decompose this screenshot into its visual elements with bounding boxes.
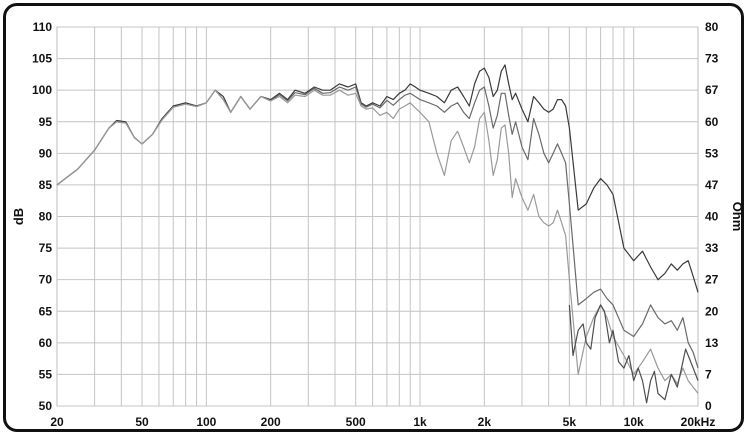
tick-labels: 20 50 100 200 500 1k 2k 5k 10k 20kHz1101051009590…: [32, 20, 719, 429]
x-tick-label: 10k: [624, 415, 644, 429]
y2-tick-label: 27: [705, 273, 719, 287]
y-tick-label: 105: [32, 52, 52, 66]
y-tick-label: 95: [39, 115, 53, 129]
x-tick-label: 100: [196, 415, 216, 429]
y-tick-label: 75: [39, 241, 53, 255]
y-tick-label: 55: [39, 367, 53, 381]
x-tick-label: 1k: [413, 415, 427, 429]
x-tick-label: 20kHz: [681, 415, 716, 429]
y2-axis-label: Ohm: [730, 202, 745, 232]
y-tick-label: 80: [39, 210, 53, 224]
grid: [56, 26, 699, 407]
x-tick-label: 5k: [563, 415, 577, 429]
y-tick-label: 90: [39, 146, 53, 160]
y2-tick-label: 67: [705, 83, 719, 97]
x-tick-label: 200: [261, 415, 281, 429]
y-tick-label: 100: [32, 83, 52, 97]
x-tick-label: 2k: [478, 415, 492, 429]
y-axis-label: dB: [11, 208, 26, 225]
y2-tick-label: 40: [705, 210, 719, 224]
y2-tick-label: 73: [705, 52, 719, 66]
series-line-4: [568, 304, 699, 404]
x-tick-label: 20: [50, 415, 64, 429]
y-tick-label: 65: [39, 304, 53, 318]
y2-tick-label: 53: [705, 146, 719, 160]
y2-tick-label: 80: [705, 20, 719, 34]
series-group: [56, 64, 699, 404]
y2-tick-label: 13: [705, 336, 719, 350]
series-line-3: [56, 89, 699, 394]
x-tick-label: 50: [135, 415, 149, 429]
y2-tick-label: 33: [705, 241, 719, 255]
series-line-1: [56, 64, 699, 293]
y-tick-label: 110: [33, 20, 53, 34]
y2-tick-label: 20: [705, 304, 719, 318]
y-tick-label: 60: [39, 336, 53, 350]
y-tick-label: 50: [39, 399, 53, 413]
x-tick-label: 500: [346, 415, 366, 429]
y2-tick-label: 7: [705, 367, 712, 381]
y2-tick-label: 47: [705, 178, 719, 192]
y-tick-label: 85: [39, 178, 53, 192]
y-tick-label: 70: [39, 273, 53, 287]
y2-tick-label: 60: [705, 115, 719, 129]
y2-tick-label: 0: [705, 399, 712, 413]
